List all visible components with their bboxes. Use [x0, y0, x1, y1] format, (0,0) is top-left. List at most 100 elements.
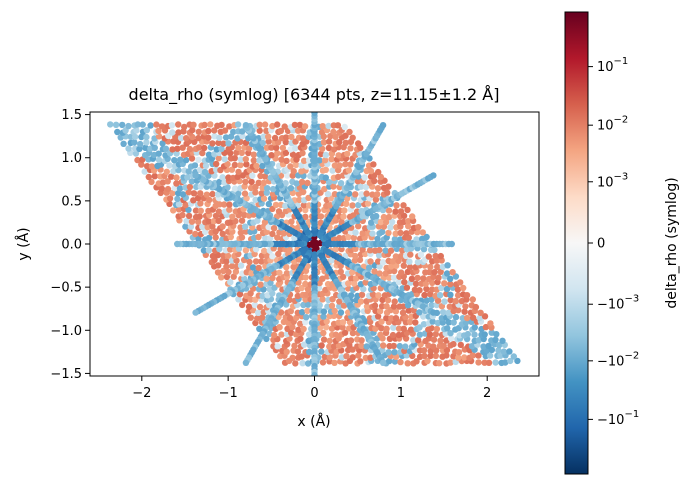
scatter-point: [449, 269, 456, 276]
scatter-point: [252, 189, 259, 196]
scatter-point: [377, 218, 385, 226]
scatter-point: [435, 274, 442, 281]
scatter-point: [291, 342, 298, 349]
scatter-point: [242, 156, 249, 163]
scatter-point: [366, 247, 374, 254]
scatter-point: [337, 180, 345, 187]
scatter-point: [475, 359, 482, 366]
scatter-point: [325, 144, 333, 152]
scatter-point: [153, 121, 160, 128]
scatter-point: [259, 184, 266, 192]
scatter-point: [267, 279, 274, 287]
scatter-point: [345, 280, 352, 287]
scatter-point: [301, 341, 308, 348]
y-tick-label: 0.5: [61, 194, 82, 209]
scatter-point: [231, 155, 238, 162]
scatter-point: [258, 190, 265, 197]
scatter-point: [452, 313, 460, 321]
scatter-point: [216, 201, 223, 208]
scatter-point: [400, 262, 407, 269]
scatter-point: [368, 219, 375, 226]
scatter-point: [355, 201, 362, 209]
scatter-point: [392, 208, 399, 215]
scatter-point: [469, 296, 476, 303]
scatter-point: [274, 343, 281, 350]
scatter-point: [190, 121, 197, 128]
scatter-point: [407, 251, 414, 258]
scatter-point: [242, 122, 250, 129]
scatter-point: [385, 229, 392, 237]
scatter-point: [358, 342, 365, 349]
scatter-point: [173, 174, 180, 181]
scatter-point: [216, 245, 223, 253]
scatter-point: [223, 258, 230, 265]
scatter-point: [265, 200, 272, 208]
scatter-point: [194, 194, 202, 202]
scatter-point: [352, 191, 359, 198]
scatter-point: [259, 292, 266, 300]
scatter-point: [415, 224, 422, 231]
scatter-point: [411, 286, 419, 293]
scatter-point: [151, 173, 158, 180]
scatter-point: [383, 218, 390, 226]
scatter-point: [439, 309, 447, 316]
scatter-point: [385, 349, 392, 356]
scatter-point: [471, 331, 478, 338]
scatter-point: [331, 359, 338, 366]
scatter-point: [374, 313, 382, 320]
scatter-point: [303, 314, 310, 321]
scatter-point: [256, 121, 263, 128]
scatter-point: [296, 196, 303, 204]
scatter-point: [395, 325, 403, 332]
scatter-point: [304, 307, 311, 315]
scatter-point: [197, 190, 204, 197]
scatter-point: [332, 331, 340, 338]
scatter-point: [159, 140, 166, 147]
scatter-point: [175, 121, 182, 128]
scatter-point: [302, 206, 309, 214]
scatter-point: [323, 318, 330, 325]
scatter-point: [282, 202, 289, 210]
scatter-point: [363, 303, 371, 310]
scatter-point: [337, 262, 344, 270]
scatter-point: [455, 349, 463, 356]
scatter-point: [336, 298, 343, 305]
scatter-point: [330, 183, 337, 190]
scatter-point: [114, 128, 121, 136]
scatter-point: [256, 325, 263, 332]
scatter-point: [420, 347, 428, 354]
scatter-point: [268, 152, 275, 159]
scatter-point: [254, 217, 261, 224]
scatter-point: [316, 157, 323, 164]
y-tick-label: −0.5: [50, 281, 82, 296]
scatter-point: [298, 284, 305, 292]
scatter-point: [457, 279, 464, 286]
y-tick-label: −1.5: [50, 367, 82, 382]
scatter-point: [463, 314, 471, 322]
scatter-point: [397, 236, 404, 243]
scatter-point: [283, 134, 290, 141]
scatter-point: [500, 348, 508, 355]
scatter-point: [425, 253, 432, 260]
scatter-point: [195, 156, 202, 163]
scatter-point: [120, 140, 127, 147]
scatter-point: [339, 319, 347, 326]
scatter-point: [179, 191, 187, 198]
scatter-point: [448, 240, 455, 248]
scatter-point: [416, 324, 423, 331]
scatter-point: [183, 135, 190, 142]
scatter-point: [213, 146, 220, 153]
scatter-point: [261, 247, 268, 255]
scatter-point: [119, 121, 126, 129]
scatter-point: [414, 259, 422, 266]
scatter-point: [361, 174, 368, 181]
scatter-point: [367, 258, 374, 265]
scatter-point: [441, 280, 448, 287]
scatter-point: [426, 268, 433, 276]
scatter-point: [400, 325, 407, 332]
scatter-point: [255, 179, 262, 186]
scatter-point: [355, 140, 362, 147]
scatter-point: [251, 301, 259, 309]
scatter-point: [481, 331, 488, 338]
